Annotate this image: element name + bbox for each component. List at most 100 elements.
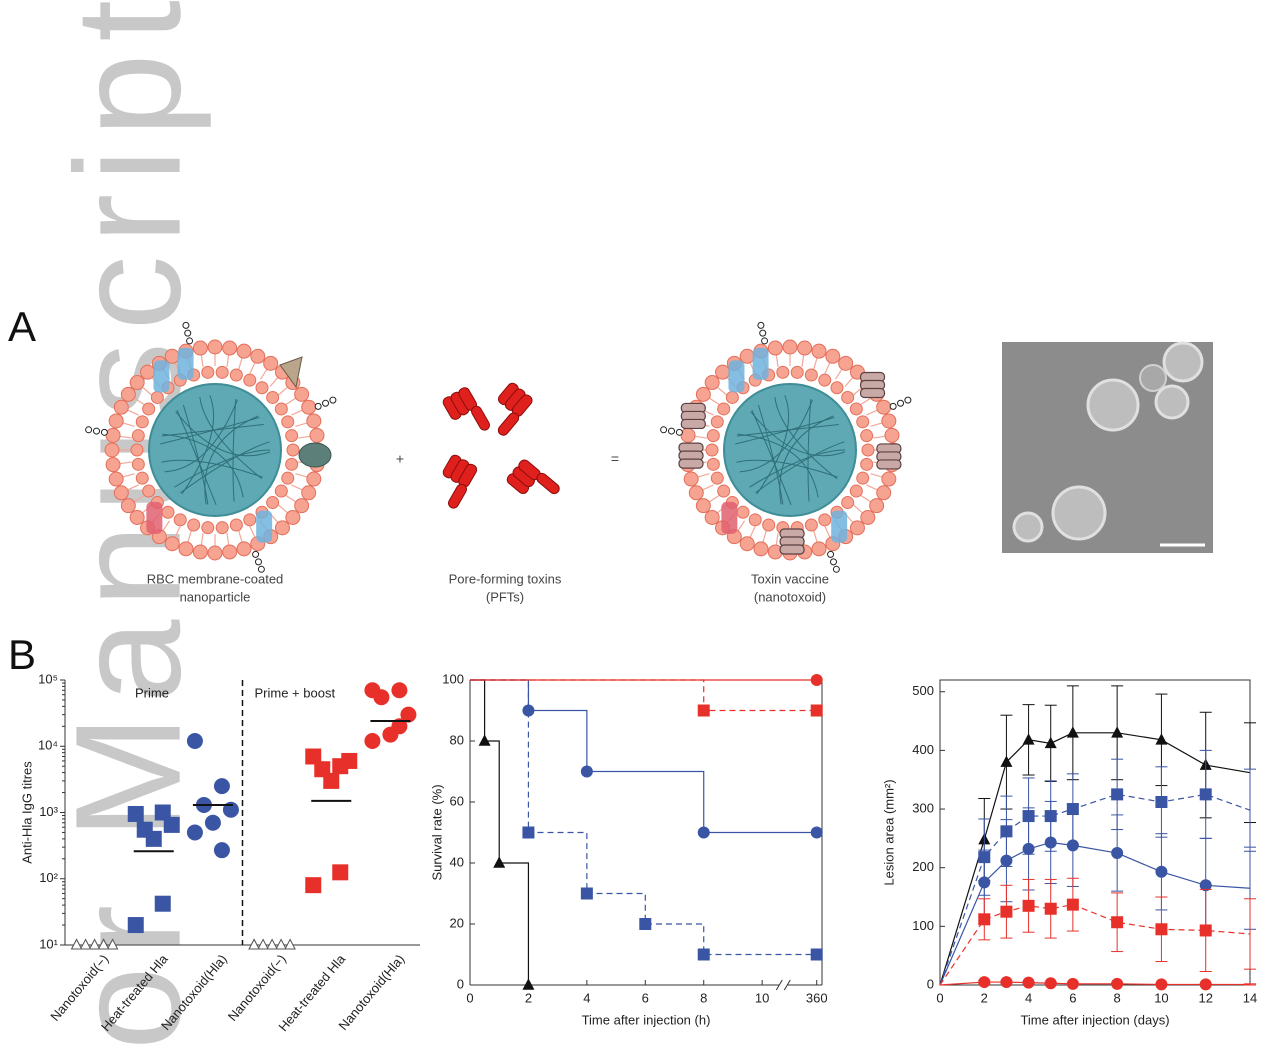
lipid-head (192, 544, 208, 560)
marker (522, 704, 535, 717)
lipid-head (818, 513, 832, 527)
lipid-head (856, 471, 870, 485)
nanoparticle (660, 321, 912, 573)
glycan (675, 428, 683, 436)
marker (284, 938, 296, 950)
membrane-protein (153, 360, 170, 393)
lipid-head (688, 485, 704, 501)
x-tick-label: 10 (755, 990, 769, 1005)
marker (154, 895, 171, 912)
x-tick-label: Nanotoxoid(Hla) (335, 951, 407, 1033)
polymer-strand (774, 397, 838, 480)
marker (1199, 978, 1212, 991)
marker (79, 938, 92, 950)
lipid-tail (696, 473, 710, 478)
tem-particle (1162, 341, 1204, 383)
lipid-head (192, 340, 208, 356)
marker (1044, 736, 1057, 749)
membrane-protein (831, 510, 848, 543)
x-tick-label: 10 (1154, 990, 1168, 1005)
marker (1066, 977, 1079, 990)
caption: Pore-forming toxins (449, 571, 562, 586)
lipid-tail (860, 494, 872, 503)
lipid-head (710, 471, 724, 485)
marker (522, 826, 535, 839)
glycan (182, 321, 190, 329)
lesion-chart: 0 100 200 300 400 500 0 2 4 6 8 10 12 14 Time after in… (881, 679, 1257, 1027)
tem-image (1002, 341, 1213, 553)
lipid-head (683, 471, 699, 487)
lipid-tail (200, 353, 204, 367)
lipid-head (285, 429, 299, 443)
lipid-tail (126, 409, 139, 416)
lipid-head (695, 498, 711, 514)
survival-chart: 0 20 40 60 80 100 0 2 4 6 8 10 360 Time after injecti… (429, 671, 827, 1027)
lipid-head (294, 498, 310, 514)
marker (275, 938, 287, 950)
lipid-head (306, 471, 322, 487)
lipid-tail (749, 526, 756, 539)
lipid-head (804, 368, 818, 382)
lipid-tail (278, 386, 289, 396)
toxin (442, 454, 478, 509)
x-tick-label: Nanotoxoid(−) (225, 951, 289, 1023)
glycan (761, 337, 769, 345)
polymer-strand (755, 441, 845, 494)
glycan (329, 396, 337, 404)
lipid-head (105, 427, 121, 443)
marker (70, 938, 83, 950)
marker (323, 772, 340, 789)
lipid-head (164, 348, 180, 364)
lipid-head (804, 518, 818, 532)
marker (478, 734, 491, 746)
lipid-head (131, 457, 145, 471)
lipid-head (201, 365, 215, 379)
pore-toxin (859, 387, 886, 399)
lipid-head (120, 386, 136, 402)
axis-break (783, 979, 791, 991)
lipid-head (884, 427, 900, 443)
lipid-head (161, 505, 175, 519)
lipid-head (113, 485, 129, 501)
step-line (470, 679, 817, 712)
panel-label: B (8, 631, 36, 678)
y-tick-label: 100 (912, 918, 934, 933)
caption: (nanotoxoid) (754, 589, 826, 604)
x-tick-label: 8 (1114, 990, 1121, 1005)
lipid-tail (762, 530, 767, 544)
glycan (257, 565, 265, 573)
tem-particle (1154, 384, 1190, 420)
lipid-head (861, 443, 875, 457)
marker (1066, 726, 1079, 738)
series-line (939, 841, 1251, 986)
x-tick-label: 12 (1198, 990, 1212, 1005)
marker (106, 938, 119, 950)
marker (204, 814, 221, 831)
lipid-tail (708, 397, 720, 406)
lipid-tail (813, 530, 818, 544)
tem-particle (1139, 364, 1167, 392)
lipid-tail (853, 504, 864, 514)
y-tick-label: 40 (450, 854, 464, 869)
lipid-tail (801, 353, 805, 367)
lipid-tail (141, 386, 152, 396)
marker (305, 877, 322, 894)
marker (1111, 916, 1124, 929)
lipid-head (876, 399, 892, 415)
y-tick-label: 20 (450, 915, 464, 930)
lipid-head (266, 390, 280, 404)
lipid-head (236, 343, 252, 359)
lipid-head (236, 541, 252, 557)
marker (1111, 977, 1124, 990)
caption: nanoparticle (180, 589, 251, 604)
lipid-head (818, 373, 832, 387)
x-tick-label: 0 (466, 990, 473, 1005)
y-tick-label: 10⁴ (38, 738, 58, 753)
x-tick-label: 8 (700, 990, 707, 1005)
y-tick-label: 10¹ (39, 936, 58, 951)
lipid-tail (291, 409, 304, 416)
lipid-tail (249, 361, 256, 374)
lipid-tail (824, 361, 831, 374)
step-line (470, 679, 817, 834)
